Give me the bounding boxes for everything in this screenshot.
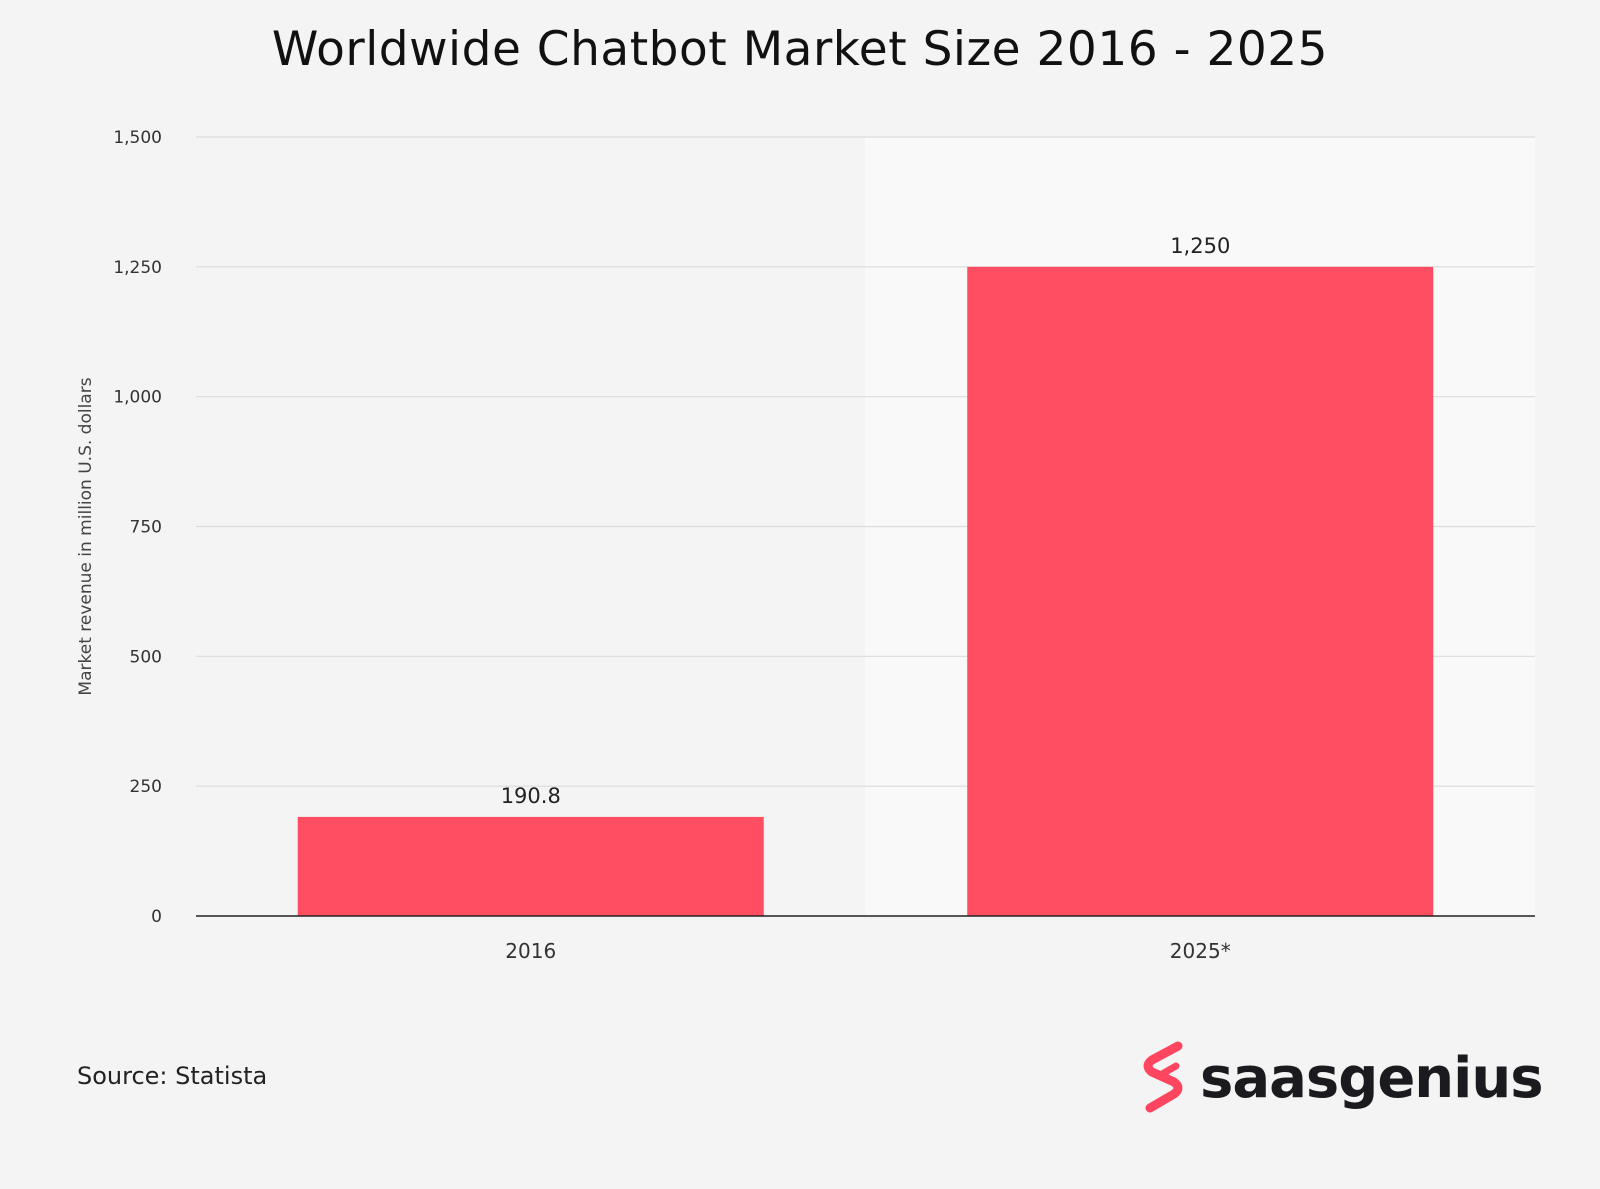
y-axis-label: Market revenue in million U.S. dollars — [76, 377, 96, 695]
y-tick-label: 1,500 — [113, 128, 162, 148]
logo-text: saasgenius — [1200, 1045, 1544, 1111]
y-tick-label: 750 — [130, 518, 162, 538]
y-tick-label: 250 — [130, 777, 162, 797]
bar-chart: 0 250 500 750 1,000 1,250 1,500 190.8 2016 1,250 2… — [76, 128, 1535, 963]
y-tick-label: 1,250 — [113, 258, 162, 278]
chart-title: Worldwide Chatbot Market Size 2016 - 202… — [271, 22, 1329, 77]
source-note: Source: Statista — [77, 1062, 268, 1090]
x-tick-label: 2016 — [505, 939, 556, 963]
data-label: 190.8 — [501, 784, 561, 808]
x-tick-label: 2025* — [1170, 939, 1231, 963]
data-label: 1,250 — [1170, 234, 1230, 258]
saasgenius-logo: saasgenius — [1140, 1040, 1544, 1116]
saasgenius-s-logo-icon — [1143, 1041, 1183, 1113]
bar-2016 — [297, 816, 764, 916]
y-tick-label: 0 — [151, 907, 162, 927]
y-tick-label: 1,000 — [113, 388, 162, 408]
y-tick-label: 500 — [130, 647, 162, 667]
bar-2025 — [967, 266, 1434, 916]
